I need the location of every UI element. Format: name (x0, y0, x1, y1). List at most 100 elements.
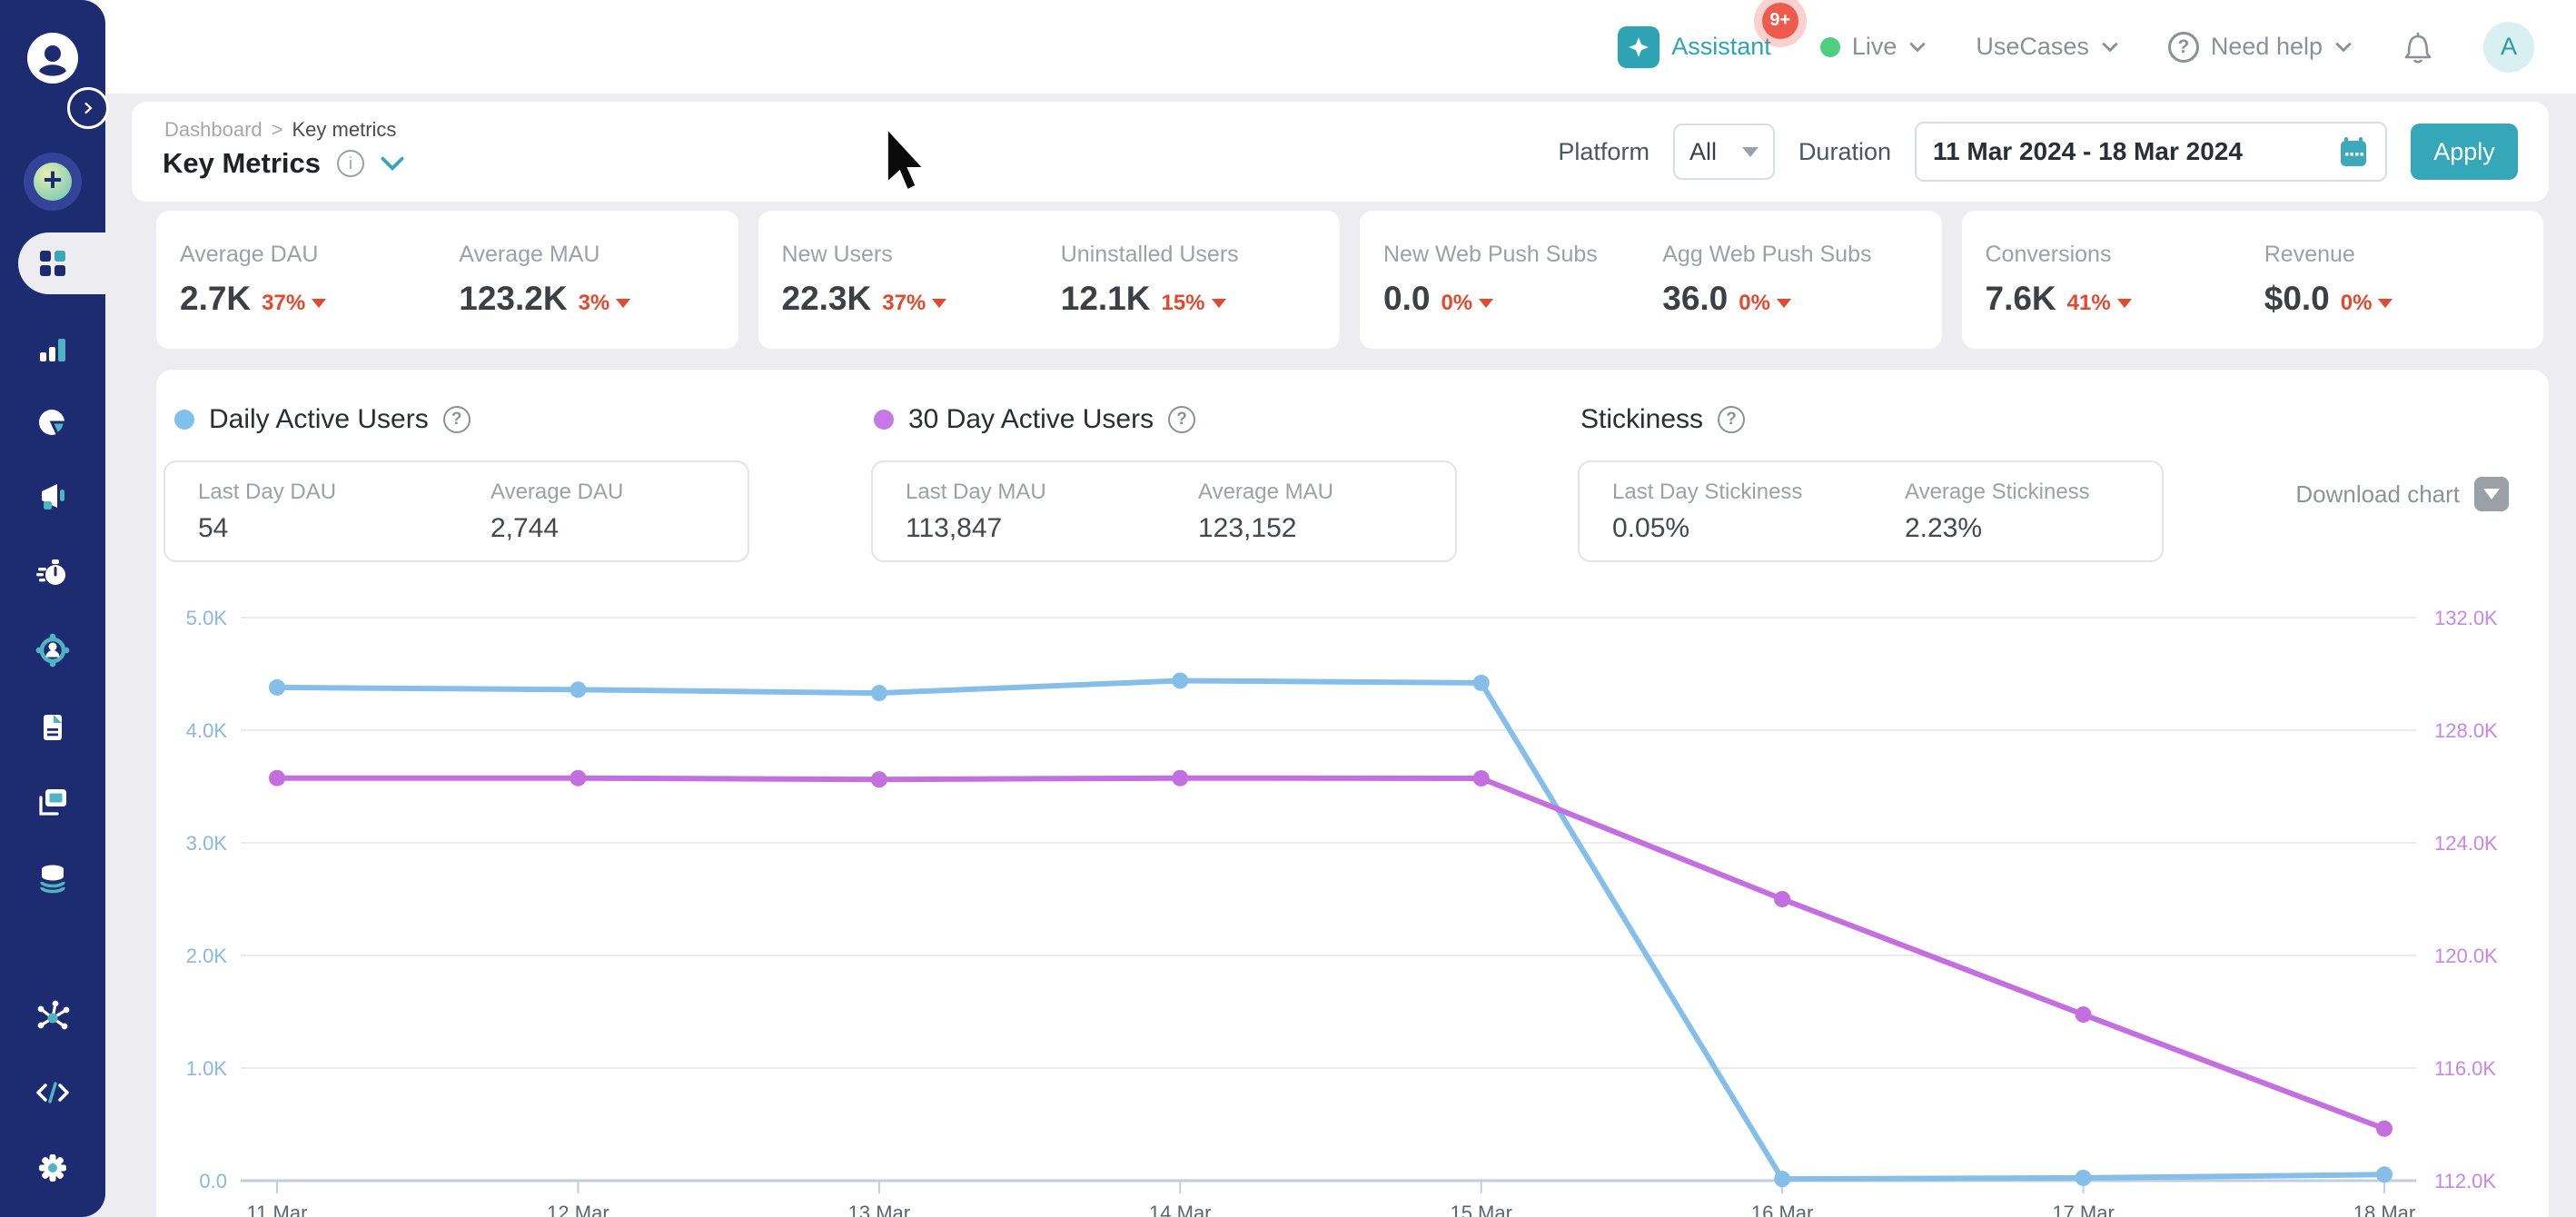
usecases-label: UseCases (1976, 33, 2089, 60)
svg-text:0.0: 0.0 (199, 1170, 227, 1192)
sidebar-item-analytics[interactable] (33, 329, 73, 369)
kpi-card-new-uninstalled: New Users 22.3K 37% Uninstalled Users 12… (758, 211, 1340, 349)
svg-text:120.0K: 120.0K (2434, 945, 2498, 967)
kpi-label: Average MAU (459, 242, 600, 267)
caret-down-icon (1741, 146, 1759, 157)
bar-chart-icon (40, 339, 65, 361)
kpi-label: New Web Push Subs (1383, 242, 1598, 267)
kpi-delta: 0% (2341, 291, 2393, 316)
assistant-button[interactable]: Assistant 9+ (1618, 2, 1798, 68)
sidebar-item-developer[interactable] (33, 1073, 73, 1113)
chevron-down-icon (2335, 42, 2352, 53)
usecases-menu[interactable]: UseCases (1976, 33, 2119, 61)
chart-card: Daily Active Users ? 30 Day Active Users… (156, 370, 2549, 1217)
kpi-card-users-averages: Average DAU 2.7K 37% Average MAU 123.2K … (156, 211, 738, 349)
kpi-card-web-push: New Web Push Subs 0.0 0% Agg Web Push Su… (1360, 211, 1942, 349)
kpi-value: 0.0 (1383, 280, 1431, 317)
stat-label: Average DAU (490, 479, 624, 504)
assistant-label: Assistant (1671, 33, 1771, 60)
sidebar-item-campaigns[interactable] (33, 478, 73, 518)
page-header: Dashboard > Key metrics Key Metrics i Pl… (132, 102, 2549, 202)
svg-text:12 Mar: 12 Mar (547, 1202, 609, 1217)
kpi-row: Average DAU 2.7K 37% Average MAU 123.2K … (156, 211, 2543, 349)
svg-text:128.0K: 128.0K (2434, 719, 2498, 742)
sidebar-collapse-button[interactable] (67, 87, 109, 129)
sidebar-item-data[interactable] (33, 857, 73, 897)
user-target-icon (35, 633, 70, 668)
date-range-value: 11 Mar 2024 - 18 Mar 2024 (1933, 137, 2243, 165)
svg-text:132.0K: 132.0K (2434, 607, 2498, 629)
svg-text:116.0K: 116.0K (2434, 1057, 2496, 1080)
stat-value: 2,744 (490, 512, 560, 543)
apply-button[interactable]: Apply (2411, 124, 2518, 180)
sidebar-item-dashboard[interactable] (33, 243, 73, 283)
kpi-value: 123.2K (459, 280, 568, 317)
duration-label: Duration (1798, 137, 1891, 165)
need-help-menu[interactable]: ? Need help (2167, 31, 2353, 63)
avatar[interactable]: A (2483, 21, 2534, 73)
help-icon[interactable]: ? (442, 406, 471, 433)
dau-mau-line-chart: 5.0K 4.0K 3.0K 2.0K 1.0K 0.0 132.0K 128.0K 124.0… (186, 607, 2498, 1217)
title-chevron-down-icon[interactable] (381, 156, 404, 171)
kpi-label: Revenue (2264, 242, 2355, 267)
legend-stickiness: Stickiness ? (1580, 404, 1746, 435)
svg-text:16 Mar: 16 Mar (1751, 1202, 1813, 1217)
sidebar-item-reports[interactable] (33, 402, 73, 442)
layers-icon (39, 789, 66, 816)
svg-text:3.0K: 3.0K (186, 832, 228, 855)
page-title: Key Metrics (163, 147, 322, 179)
sidebar-item-journeys[interactable] (33, 553, 73, 593)
svg-text:124.0K: 124.0K (2434, 832, 2498, 855)
svg-text:17 Mar: 17 Mar (2052, 1202, 2114, 1217)
kpi-value: 36.0 (1662, 280, 1729, 317)
platform-select[interactable]: All (1672, 124, 1775, 180)
chevron-right-icon (84, 102, 93, 114)
sidebar-item-cards[interactable] (33, 782, 73, 822)
mouse-cursor-icon (887, 130, 924, 191)
sidebar-item-audience[interactable] (33, 630, 73, 670)
trend-down-icon (932, 299, 947, 308)
kpi-label: Conversions (1985, 242, 2112, 267)
platform-label: Platform (1558, 137, 1650, 165)
kpi-value: 12.1K (1060, 280, 1151, 317)
kpi-value: 7.6K (1985, 280, 2056, 317)
help-icon[interactable]: ? (1718, 406, 1746, 433)
help-icon[interactable]: ? (1168, 406, 1196, 433)
svg-text:14 Mar: 14 Mar (1149, 1202, 1211, 1217)
breadcrumb: Dashboard > Key metrics (164, 118, 396, 142)
stat-value: 0.05% (1612, 512, 1690, 543)
sidebar-item-settings[interactable] (33, 1148, 73, 1188)
dau-legend-dot-icon (174, 410, 194, 430)
sidebar-item-connections[interactable] (33, 997, 73, 1037)
info-icon[interactable]: i (337, 150, 365, 177)
notifications-button[interactable] (2402, 29, 2434, 65)
breadcrumb-current: Key metrics (292, 118, 397, 141)
sidebar-item-templates[interactable] (33, 707, 73, 747)
kpi-delta: 0% (1441, 291, 1494, 316)
document-icon (44, 715, 62, 740)
kpi-label: New Users (781, 242, 893, 267)
svg-text:18 Mar: 18 Mar (2353, 1202, 2415, 1217)
question-circle-icon: ? (2167, 31, 2199, 63)
kpi-label: Agg Web Push Subs (1662, 242, 1872, 267)
code-icon (36, 1082, 69, 1103)
kpi-delta: 15% (1161, 291, 1226, 316)
mau-legend-dot-icon (874, 410, 894, 430)
download-chart-button[interactable]: Download chart (2295, 477, 2509, 511)
kpi-delta: 37% (882, 291, 947, 316)
kpi-value: $0.0 (2264, 280, 2330, 317)
breadcrumb-root[interactable]: Dashboard (164, 118, 263, 141)
date-range-input[interactable]: 11 Mar 2024 - 18 Mar 2024 (1915, 122, 2387, 182)
create-button[interactable]: + (24, 153, 82, 211)
svg-text:2.0K: 2.0K (186, 945, 228, 967)
trend-down-icon (1776, 299, 1791, 308)
trend-down-icon (616, 299, 631, 308)
stat-value: 123,152 (1198, 512, 1297, 543)
sidebar-active-pill (18, 233, 105, 294)
kpi-label: Uninstalled Users (1060, 242, 1239, 267)
kpi-delta: 3% (579, 291, 631, 316)
live-menu[interactable]: Live (1819, 33, 1927, 61)
settings-gear-icon (39, 1154, 66, 1182)
kpi-label: Average DAU (180, 242, 319, 267)
hub-network-icon (37, 1000, 70, 1030)
